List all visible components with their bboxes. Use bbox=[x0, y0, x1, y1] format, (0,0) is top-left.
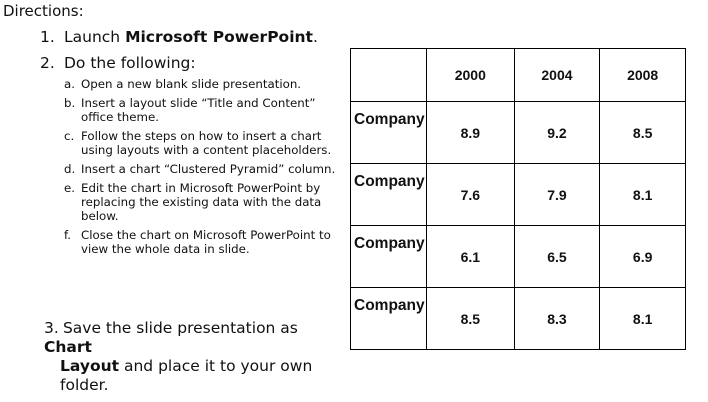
table-cell: 8.9 bbox=[425, 101, 515, 164]
table-cell: 8.3 bbox=[513, 287, 601, 350]
step-1: 1. Launch Microsoft PowerPoint. bbox=[40, 27, 340, 47]
substep-text: Insert a chart “Clustered Pyramid” colum… bbox=[81, 162, 336, 176]
row-header: Company bbox=[350, 287, 427, 350]
table-cell: 7.9 bbox=[513, 163, 601, 226]
row-header: Company bbox=[350, 101, 427, 164]
substep-letter: d. bbox=[64, 162, 76, 176]
substep-f: f. Close the chart on Microsoft PowerPoin… bbox=[64, 228, 340, 256]
substep-e: e. Edit the chart in Microsoft PowerPoint… bbox=[64, 181, 340, 223]
step-2: 2. Do the following: a. Open a new blank s… bbox=[40, 53, 340, 256]
table-cell: 6.1 bbox=[425, 225, 515, 288]
table-cell: 7.6 bbox=[425, 163, 515, 226]
substep-letter: b. bbox=[64, 96, 76, 110]
file-name-part-1: Chart bbox=[44, 338, 92, 356]
directions-heading: Directions: bbox=[3, 2, 84, 20]
table-cell: 9.2 bbox=[513, 101, 601, 164]
substep-a: a. Open a new blank slide presentation. bbox=[64, 77, 340, 91]
column-header: 2000 bbox=[425, 48, 515, 102]
step-suffix: . bbox=[312, 28, 318, 46]
file-name-part-2: Layout bbox=[60, 357, 120, 375]
substep-text: Edit the chart in Microsoft PowerPoint b… bbox=[81, 181, 322, 223]
step-text: Launch bbox=[64, 28, 126, 46]
row-header: Company bbox=[350, 225, 427, 288]
substep-text: Insert a layout slide “Title and Content… bbox=[81, 96, 316, 124]
substep-letter: a. bbox=[64, 77, 75, 91]
substep-d: d. Insert a chart “Clustered Pyramid” col… bbox=[64, 162, 340, 176]
table-cell: 8.1 bbox=[599, 163, 686, 226]
table-row: Company 7.6 7.9 8.1 bbox=[350, 163, 686, 226]
substep-text: Close the chart on Microsoft PowerPoint … bbox=[81, 228, 331, 256]
substep-c: c. Follow the steps on how to insert a ch… bbox=[64, 129, 340, 157]
row-header: Company bbox=[350, 163, 427, 226]
table-cell: 8.5 bbox=[599, 101, 686, 164]
steps-list: 1. Launch Microsoft PowerPoint. 2. Do the … bbox=[40, 27, 340, 262]
table-row: Company 6.1 6.5 6.9 bbox=[350, 225, 686, 288]
table-cell: 6.5 bbox=[513, 225, 601, 288]
substep-letter: c. bbox=[64, 129, 75, 143]
table-row: Company 8.9 9.2 8.5 bbox=[350, 101, 686, 164]
data-table: 2000 2004 2008 Company 8.9 9.2 8.5 Compa… bbox=[350, 48, 686, 350]
table-cell: 6.9 bbox=[599, 225, 686, 288]
step-3: 3. Save the slide presentation as Chart … bbox=[44, 319, 334, 395]
column-header: 2004 bbox=[513, 48, 601, 102]
substep-b: b. Insert a layout slide “Title and Conte… bbox=[64, 96, 340, 124]
step-text: Do the following: bbox=[64, 54, 196, 72]
step-number: 3. bbox=[44, 319, 59, 337]
table-header-row: 2000 2004 2008 bbox=[350, 48, 686, 102]
substep-text: Open a new blank slide presentation. bbox=[81, 77, 302, 91]
step-suffix: and place it to your own folder. bbox=[60, 357, 313, 394]
app-name: Microsoft PowerPoint bbox=[125, 28, 313, 46]
substeps-list: a. Open a new blank slide presentation. b… bbox=[64, 77, 340, 256]
column-header: 2008 bbox=[599, 48, 686, 102]
table-cell: 8.5 bbox=[425, 287, 515, 350]
step-number: 1. bbox=[40, 28, 55, 46]
step-text: Save the slide presentation as bbox=[62, 319, 298, 337]
table-cell: 8.1 bbox=[599, 287, 686, 350]
substep-letter: e. bbox=[64, 181, 76, 195]
step-number: 2. bbox=[40, 54, 55, 72]
substep-text: Follow the steps on how to insert a char… bbox=[81, 129, 332, 157]
table-row: Company 8.5 8.3 8.1 bbox=[350, 287, 686, 350]
table-corner-cell bbox=[350, 48, 427, 102]
substep-letter: f. bbox=[64, 228, 72, 242]
